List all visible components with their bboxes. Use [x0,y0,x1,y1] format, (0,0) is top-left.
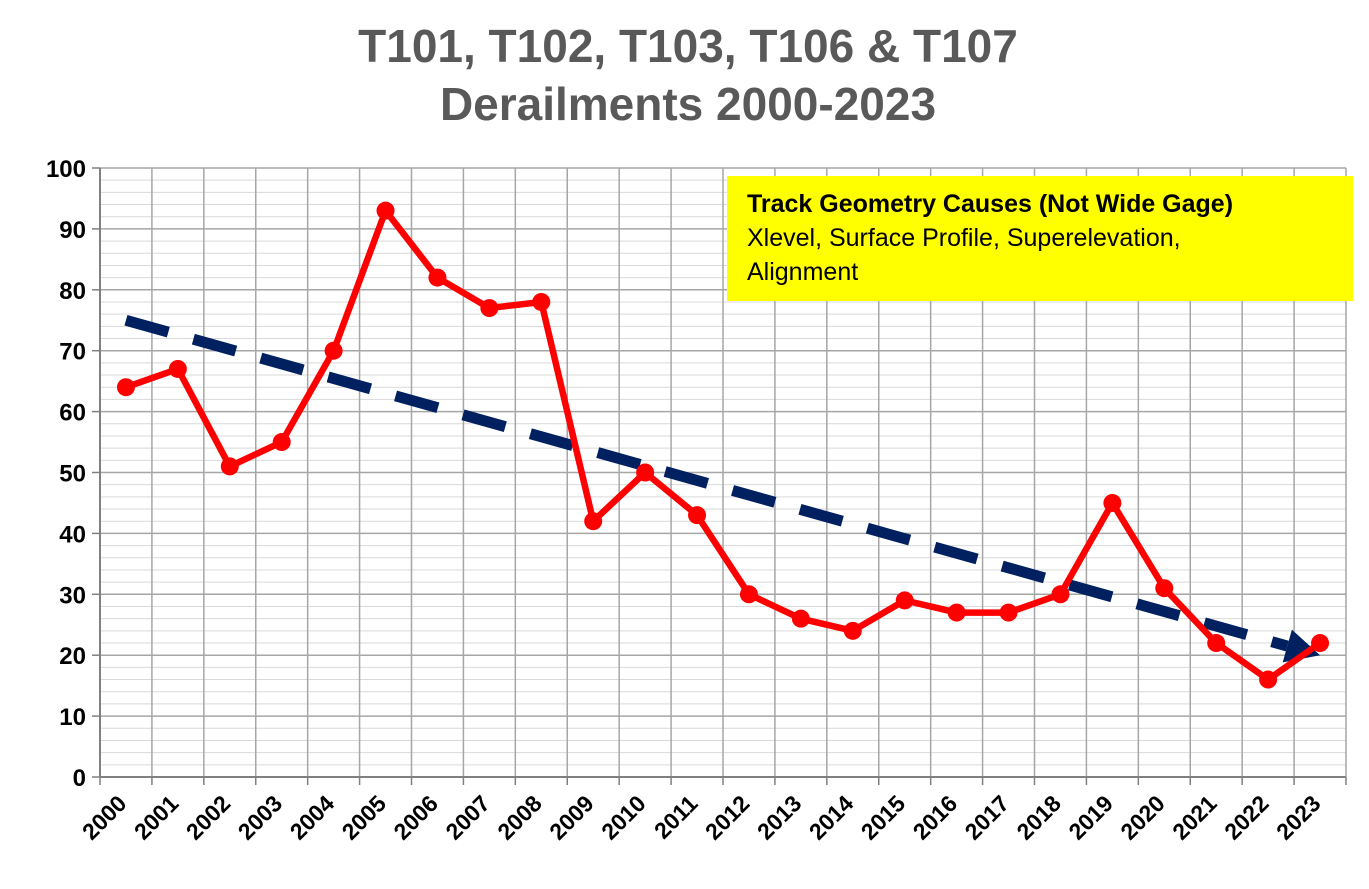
data-point [1103,493,1122,512]
y-tick-label: 80 [59,278,86,305]
chart-title: T101, T102, T103, T106 & T107 Derailment… [358,20,1018,130]
y-tick-label: 50 [59,461,86,488]
x-tick-label: 2009 [544,790,599,845]
data-point [220,457,239,476]
chart-title-line-2: Derailments 2000-2023 [440,78,936,130]
x-tick-label: 2012 [700,790,755,845]
data-point [1155,579,1174,598]
data-point [947,603,966,622]
x-tick-label: 2004 [285,790,340,845]
data-point [1311,634,1330,653]
y-tick-label: 70 [59,339,86,366]
x-tick-label: 2017 [960,790,1015,845]
data-point [532,292,551,311]
data-point [1051,585,1070,604]
data-point [168,359,187,378]
x-tick-label: 2010 [596,790,651,845]
data-point [895,591,914,610]
annotation-line-1: Xlevel, Surface Profile, Superelevation, [747,224,1181,252]
x-tick-label: 2020 [1115,790,1170,845]
y-tick-label: 30 [59,582,86,609]
annotation-box: Track Geometry Causes (Not Wide Gage) Xl… [727,176,1353,301]
y-tick-label: 90 [59,217,86,244]
y-tick-label: 10 [59,704,86,731]
x-tick-label: 2008 [492,790,547,845]
data-point [584,512,603,531]
x-tick-label: 2006 [388,790,443,845]
data-point [376,201,395,220]
data-point [999,603,1018,622]
y-tick-label: 40 [59,521,86,548]
trendline-arrowhead [1282,629,1321,663]
x-tick-label: 2011 [649,790,703,844]
data-point [272,433,291,452]
data-point [739,585,758,604]
x-tick-label: 2014 [804,790,859,845]
x-tick-label: 2022 [1219,790,1274,845]
x-tick-label: 2016 [908,790,963,845]
x-tick-label: 2021 [1167,790,1222,845]
data-point [324,341,343,360]
chart-title-line-1: T101, T102, T103, T106 & T107 [358,20,1018,72]
x-tick-label: 2003 [233,790,288,845]
data-point [1207,634,1226,653]
y-axis-ticks: 0 10 20 30 40 50 60 70 80 90 100 [46,156,100,792]
data-point [688,506,707,525]
x-tick-label: 2013 [752,790,807,845]
trendline-dashes [124,314,1289,652]
y-tick-label: 60 [59,400,86,427]
x-tick-label: 2023 [1271,790,1326,845]
y-tick-label: 20 [59,643,86,670]
x-tick-label: 2007 [440,790,495,845]
x-tick-label: 2019 [1063,790,1118,845]
x-tick-label: 2018 [1011,790,1066,845]
data-point [791,609,810,628]
data-point [116,378,135,397]
data-point [636,463,655,482]
x-tick-label: 2000 [77,790,132,845]
annotation-title: Track Geometry Causes (Not Wide Gage) [747,190,1233,218]
series [116,201,1330,689]
y-tick-label: 0 [73,765,86,792]
x-tick-label: 2005 [337,790,392,845]
x-tick-label: 2001 [129,790,184,845]
data-point [1259,670,1278,689]
trendline [124,314,1321,663]
x-tick-label: 2015 [856,790,911,845]
series-line [124,207,1322,683]
y-tick-label: 100 [46,156,86,183]
annotation-line-2: Alignment [747,258,858,286]
data-point [843,621,862,640]
x-tick-label: 2002 [181,790,236,845]
data-point [480,299,499,318]
x-axis-ticks: 2000200120022003200420052006200720082009… [77,777,1347,845]
annotation-background [727,176,1353,301]
data-point [428,268,447,287]
